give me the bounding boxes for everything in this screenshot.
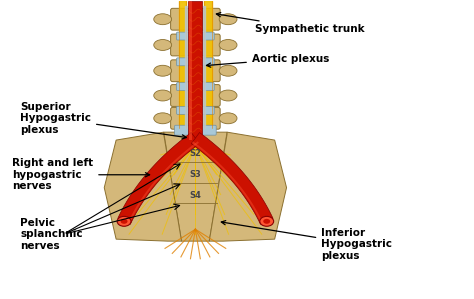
Ellipse shape xyxy=(154,65,172,76)
Ellipse shape xyxy=(154,39,172,51)
Polygon shape xyxy=(190,1,192,140)
Ellipse shape xyxy=(154,113,172,124)
Polygon shape xyxy=(192,141,263,224)
Ellipse shape xyxy=(117,216,131,226)
Polygon shape xyxy=(128,141,199,224)
FancyBboxPatch shape xyxy=(171,8,220,30)
Ellipse shape xyxy=(263,219,270,224)
FancyBboxPatch shape xyxy=(177,83,214,91)
Text: Pelvic
splanchnic
nerves: Pelvic splanchnic nerves xyxy=(20,218,82,251)
Text: Inferior
Hypogastric
plexus: Inferior Hypogastric plexus xyxy=(221,221,392,261)
Text: Right and left
hypogastric
nerves: Right and left hypogastric nerves xyxy=(12,158,150,191)
Ellipse shape xyxy=(219,113,237,124)
Ellipse shape xyxy=(154,90,172,101)
Text: S4: S4 xyxy=(190,191,201,200)
FancyBboxPatch shape xyxy=(174,125,216,135)
Text: Superior
Hypogastric
plexus: Superior Hypogastric plexus xyxy=(20,102,186,139)
Ellipse shape xyxy=(120,219,128,224)
Text: S2: S2 xyxy=(190,150,201,158)
Polygon shape xyxy=(189,1,202,140)
Ellipse shape xyxy=(260,216,273,226)
Polygon shape xyxy=(209,132,287,241)
Text: Sympathetic trunk: Sympathetic trunk xyxy=(216,13,365,34)
FancyBboxPatch shape xyxy=(171,85,220,106)
Ellipse shape xyxy=(219,39,237,51)
FancyBboxPatch shape xyxy=(177,106,214,114)
FancyBboxPatch shape xyxy=(171,60,220,82)
Ellipse shape xyxy=(219,90,237,101)
Text: Aortic plexus: Aortic plexus xyxy=(207,54,329,67)
Polygon shape xyxy=(164,132,227,241)
FancyBboxPatch shape xyxy=(177,58,214,66)
Ellipse shape xyxy=(154,14,172,25)
FancyBboxPatch shape xyxy=(171,34,220,56)
Polygon shape xyxy=(104,132,182,241)
Polygon shape xyxy=(118,132,200,224)
FancyBboxPatch shape xyxy=(177,32,214,40)
Text: S3: S3 xyxy=(190,170,201,179)
FancyBboxPatch shape xyxy=(171,107,220,129)
Ellipse shape xyxy=(219,65,237,76)
Ellipse shape xyxy=(219,14,237,25)
Polygon shape xyxy=(191,132,273,224)
